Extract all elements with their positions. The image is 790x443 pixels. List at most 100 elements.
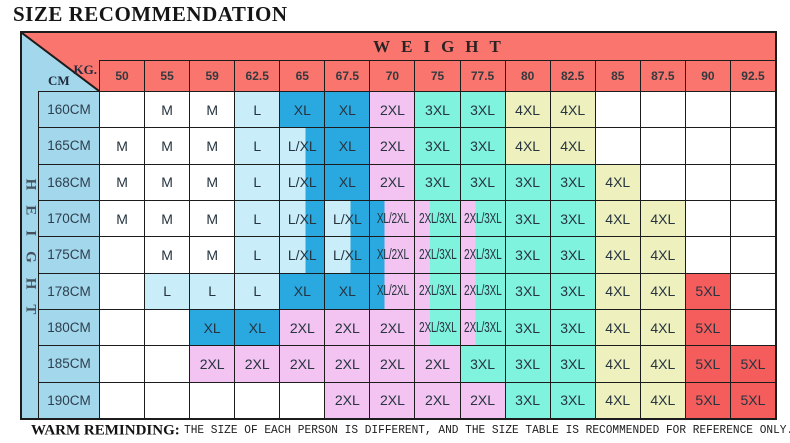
size-cell	[99, 345, 145, 382]
size-cell: 2XL	[369, 345, 415, 382]
size-cell: L	[189, 272, 235, 309]
size-cell: XL	[279, 272, 325, 309]
size-value: 4XL	[605, 355, 631, 372]
weight-column-header: 92.5	[729, 60, 775, 91]
size-value: L/XL	[287, 137, 317, 154]
size-cell	[594, 127, 640, 164]
size-cell: 2XL/3XL	[414, 199, 460, 237]
size-cell	[144, 345, 190, 382]
size-cell: 3XL	[414, 163, 460, 200]
size-cell	[684, 127, 730, 164]
weight-column-header: 82.5	[549, 60, 595, 91]
size-cell: L	[234, 127, 280, 164]
size-cell: M	[189, 199, 235, 237]
size-cell: XL/2XL	[369, 199, 415, 237]
size-cell: 2XL	[369, 308, 415, 346]
size-value: 2XL	[334, 319, 360, 336]
size-value: M	[116, 174, 128, 191]
size-value: L	[208, 283, 217, 300]
size-value: 2XL	[379, 392, 405, 409]
size-value: M	[161, 210, 173, 227]
size-cell: 4XL	[639, 236, 685, 273]
height-axis-label: HEIGHT	[22, 91, 38, 418]
size-value: 5XL	[740, 392, 766, 409]
size-value: L	[253, 101, 262, 118]
size-value: M	[116, 137, 128, 154]
weight-column-header: 67.5	[324, 60, 370, 91]
size-cell: 4XL	[549, 91, 595, 128]
size-cell: 3XL	[549, 163, 595, 200]
size-cell: M	[99, 199, 145, 237]
size-value: 2XL	[425, 392, 450, 409]
size-value: 2XL	[379, 319, 405, 336]
size-cell: 4XL	[594, 199, 640, 237]
size-cell: 3XL	[504, 308, 550, 346]
size-value: 2XL	[379, 355, 405, 372]
size-value: 3XL	[515, 174, 541, 191]
size-cell: 2XL/3XL	[459, 308, 505, 346]
size-cell	[639, 127, 685, 164]
size-cell	[684, 199, 730, 237]
size-cell: L	[234, 236, 280, 273]
size-cell	[99, 236, 145, 273]
size-cell: 3XL	[414, 127, 460, 164]
size-value: M	[206, 101, 218, 118]
row-header-height: 170CM	[38, 199, 99, 237]
size-value: 3XL	[470, 101, 496, 118]
size-value: 2XL	[379, 137, 405, 154]
size-cell	[189, 381, 235, 418]
size-cell: 3XL	[504, 236, 550, 273]
size-cell: XL	[279, 91, 325, 128]
size-value: 3XL	[560, 210, 586, 227]
size-cell	[279, 381, 325, 418]
size-cell	[684, 236, 730, 273]
size-cell: 2XL	[324, 381, 370, 418]
weight-column-header: 85	[594, 60, 640, 91]
size-value: 4XL	[515, 101, 541, 118]
size-value: 5XL	[695, 355, 721, 372]
size-value: 2XL	[334, 392, 360, 409]
size-cell	[684, 163, 730, 200]
size-value: M	[206, 174, 218, 191]
size-cell	[729, 163, 775, 200]
size-cell: 2XL/3XL	[459, 199, 505, 237]
size-cell: 3XL	[549, 236, 595, 273]
size-cell: M	[144, 236, 190, 273]
size-value: 5XL	[695, 319, 721, 336]
size-cell	[729, 272, 775, 309]
size-value: 3XL	[515, 246, 541, 263]
size-cell: 3XL	[504, 163, 550, 200]
size-value: 2XL	[379, 174, 405, 191]
size-value: 3XL	[425, 137, 450, 154]
size-value: L	[253, 246, 262, 263]
size-cell: 2XL	[324, 345, 370, 382]
size-value: 2XL	[425, 355, 450, 372]
size-value: 3XL	[470, 137, 496, 154]
row-header-height: 185CM	[38, 345, 99, 382]
size-cell: L	[144, 272, 190, 309]
weight-column-header: 55	[144, 60, 190, 91]
corner-kg-cm-cell: KG. CM	[22, 33, 99, 91]
size-value: 2XL/3XL	[418, 210, 457, 227]
size-value: M	[161, 101, 173, 118]
size-value: 4XL	[650, 246, 676, 263]
size-cell: M	[99, 163, 145, 200]
size-cell: L/XL	[279, 199, 325, 237]
size-cell: 4XL	[594, 272, 640, 309]
size-value: 3XL	[560, 392, 586, 409]
size-cell: 4XL	[639, 345, 685, 382]
size-value: M	[206, 246, 218, 263]
size-cell: M	[144, 199, 190, 237]
size-value: 2XL/3XL	[463, 210, 502, 227]
size-cell: 3XL	[504, 381, 550, 418]
size-value: 4XL	[605, 283, 631, 300]
size-value: 4XL	[605, 392, 631, 409]
size-value: XL	[248, 319, 266, 336]
weight-column-header: 90	[684, 60, 730, 91]
size-value: 3XL	[470, 174, 496, 191]
size-cell: 2XL	[414, 381, 460, 418]
size-value: 2XL/3XL	[463, 283, 502, 300]
size-cell: 4XL	[639, 308, 685, 346]
size-cell: L/XL	[279, 127, 325, 164]
